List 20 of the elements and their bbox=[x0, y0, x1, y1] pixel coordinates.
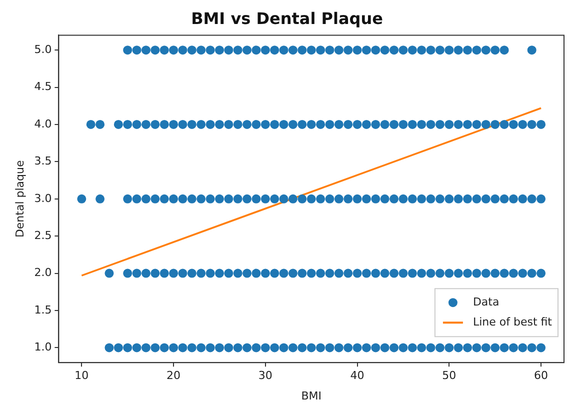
x-tick-label: 50 bbox=[442, 369, 456, 382]
x-axis-title: BMI bbox=[301, 389, 322, 402]
legend-label: Data bbox=[472, 295, 500, 308]
y-tick-label: 5.0 bbox=[34, 42, 52, 56]
y-tick-label: 1.0 bbox=[34, 340, 52, 354]
x-tick-label: 30 bbox=[258, 369, 272, 382]
y-tick-label: 3.0 bbox=[34, 192, 52, 205]
x-tick-label: 20 bbox=[166, 369, 181, 382]
y-tick-label: 1.5 bbox=[34, 303, 52, 316]
x-tick-label: 10 bbox=[74, 369, 89, 382]
y-tick-label: 3.5 bbox=[34, 154, 52, 168]
y-tick-label: 2.5 bbox=[34, 228, 52, 242]
y-tick-label: 4.5 bbox=[34, 80, 52, 94]
y-tick-label: 4.0 bbox=[34, 117, 52, 130]
x-tick-label: 40 bbox=[350, 369, 364, 382]
y-axis-title: Dental plaque bbox=[13, 160, 26, 238]
x-tick-label: 60 bbox=[534, 369, 548, 382]
chart-title: BMI vs Dental Plaque bbox=[191, 8, 384, 28]
y-tick-label: 2.0 bbox=[34, 266, 52, 280]
legend-label: Line of best fit bbox=[472, 315, 553, 328]
